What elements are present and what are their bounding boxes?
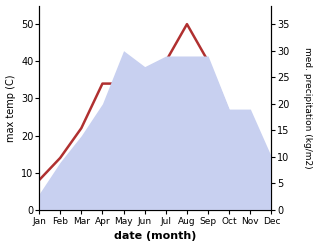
Y-axis label: med. precipitation (kg/m2): med. precipitation (kg/m2) <box>303 47 313 168</box>
Y-axis label: max temp (C): max temp (C) <box>5 74 16 142</box>
X-axis label: date (month): date (month) <box>114 231 197 242</box>
